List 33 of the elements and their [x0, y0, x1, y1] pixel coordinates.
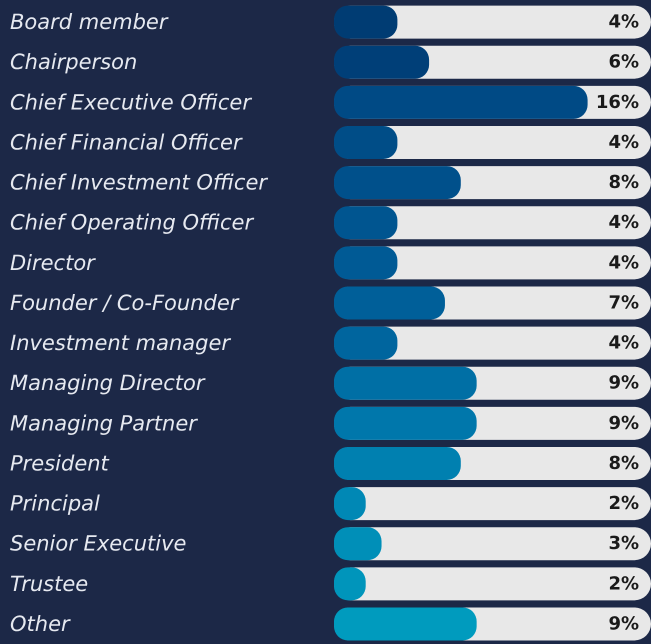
data-label: 9% [608, 372, 639, 394]
data-label: 8% [608, 452, 639, 474]
y-tick-label: Chairperson [10, 50, 138, 74]
data-label: 2% [608, 493, 639, 514]
y-tick-label: Managing Partner [10, 411, 198, 436]
y-tick-label: Chief Executive Officer [10, 90, 252, 114]
data-label: 9% [608, 613, 639, 634]
y-tick-label: Senior Executive [10, 532, 186, 556]
data-label: 4% [608, 12, 639, 33]
data-label: 16% [596, 92, 639, 113]
data-label: 4% [608, 332, 639, 354]
y-tick-label: Trustee [10, 572, 88, 596]
data-label: 9% [608, 412, 639, 434]
data-label: 4% [608, 132, 639, 153]
y-tick-label: Principal [10, 492, 100, 516]
y-tick-label: Chief Financial Officer [10, 130, 243, 154]
y-tick-label: Director [10, 250, 96, 275]
y-tick-label: Investment manager [10, 331, 232, 356]
data-label: 7% [608, 292, 639, 314]
data-label: 4% [608, 212, 639, 234]
data-label: 2% [608, 573, 639, 594]
y-tick-label: Managing Director [10, 371, 206, 396]
data-label: 6% [608, 52, 639, 73]
data-label: 8% [608, 172, 639, 194]
y-tick-label: Other [10, 612, 71, 636]
y-tick-label: Founder / Co-Founder [10, 290, 240, 315]
y-tick-label: Chief Investment Officer [10, 170, 268, 195]
data-label: 4% [608, 252, 639, 274]
data-label: 3% [608, 533, 639, 554]
y-tick-label: President [10, 451, 110, 476]
bar [334, 46, 430, 79]
y-tick-label: Board member [10, 10, 169, 34]
y-tick-label: Chief Operating Officer [10, 210, 254, 235]
